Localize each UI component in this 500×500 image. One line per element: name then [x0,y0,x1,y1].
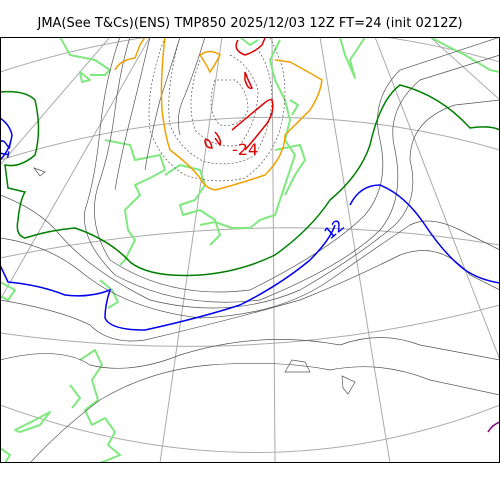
coastlines [0,37,500,463]
isotherms-dotted [148,37,286,182]
isotherm-purple [487,421,500,433]
isotherms-minor [0,37,500,463]
isotherm-blue [0,184,500,331]
isotherm-green [0,84,500,277]
isotherm-red [204,37,274,151]
isotherm-12-left [0,117,13,161]
map-frame [0,37,500,463]
map-title: JMA(See T&Cs)(ENS) TMP850 2025/12/03 12Z… [37,16,463,31]
small-islands [33,167,356,395]
label-12-left: 12 [0,137,15,160]
label-12-center: 12 [320,215,348,243]
longitude-lines [0,37,500,463]
isotherm-orange [114,37,323,191]
latitude-lines [0,37,500,453]
label-minus-24: -24 [232,140,258,159]
